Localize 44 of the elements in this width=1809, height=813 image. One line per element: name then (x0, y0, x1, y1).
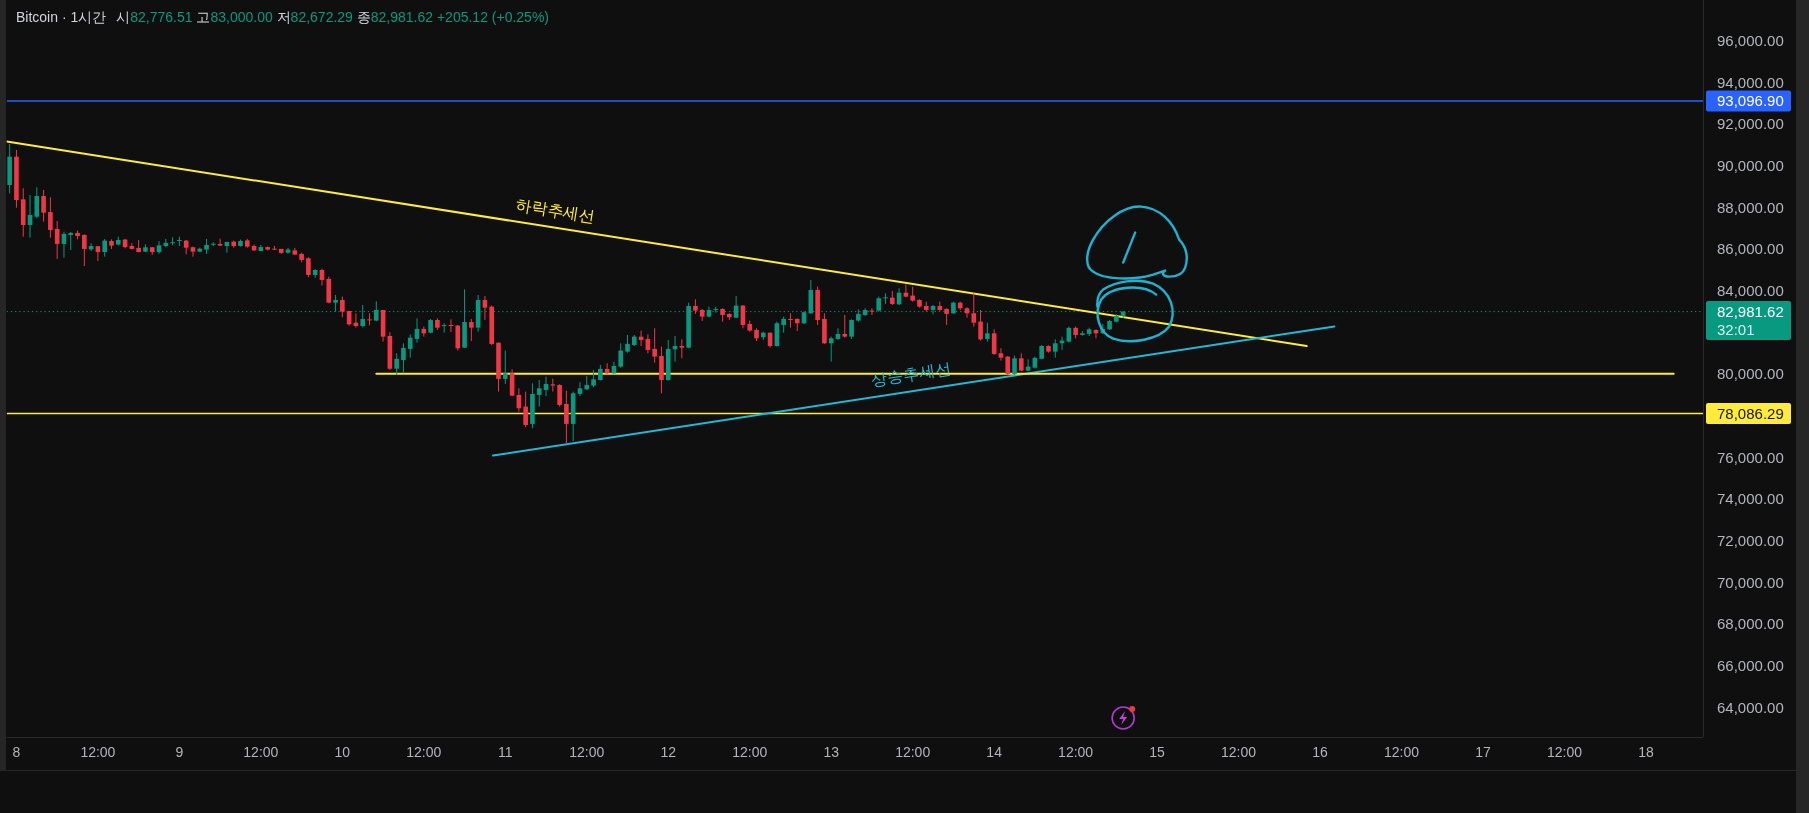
x-tick-label: 10 (334, 744, 351, 760)
x-tick-label: 12:00 (1384, 744, 1420, 760)
y-tick-label: 84,000.00 (1717, 281, 1784, 299)
x-tick-label: 12:00 (732, 744, 768, 760)
x-tick-label: 17 (1475, 744, 1492, 760)
y-tick-label: 72,000.00 (1717, 531, 1784, 549)
x-tick-label: 12:00 (243, 744, 279, 760)
y-tick-label: 64,000.00 (1717, 698, 1784, 716)
x-tick-label: 12:00 (1221, 744, 1257, 760)
x-tick-label: 12:00 (895, 744, 931, 760)
text: 시82,776.51 고83,000.00 저82,672.29 종82,981.62 +205.12 (+0.25%) (116, 9, 550, 25)
y-tick-label: 90,000.00 (1717, 156, 1784, 174)
y-tick-label: 96,000.00 (1717, 31, 1784, 49)
y-tick-label: 86,000.00 (1717, 240, 1784, 258)
y-tick-label: 94,000.00 (1717, 73, 1784, 91)
x-tick-label: 8 (12, 744, 21, 760)
y-tick-label: 80,000.00 (1717, 365, 1784, 383)
ref-line-label: 78,086.29 (1717, 405, 1784, 423)
x-tick-label: 12:00 (1058, 744, 1094, 760)
y-tick-label: 76,000.00 (1717, 448, 1784, 466)
x-tick-label: 12:00 (80, 744, 116, 760)
text: 32:01 (1717, 321, 1755, 339)
x-tick-label: 13 (823, 744, 840, 760)
y-tick-label: 70,000.00 (1717, 573, 1784, 591)
y-tick-label: 66,000.00 (1717, 656, 1784, 674)
x-tick-label: 18 (1638, 744, 1654, 760)
y-tick-label: 68,000.00 (1717, 615, 1784, 633)
x-tick-label: 15 (1149, 744, 1166, 760)
text: 상승추세선 (870, 359, 952, 389)
y-tick-label: 88,000.00 (1717, 198, 1784, 216)
x-tick-label: 9 (175, 744, 184, 760)
y-tick-label: 92,000.00 (1717, 115, 1784, 133)
ref-line-label: 82,981.62 (1717, 303, 1784, 321)
text: 하락추세선 (514, 195, 597, 226)
x-tick-label: 12 (660, 744, 677, 760)
x-tick-label: 11 (498, 744, 513, 760)
x-tick-label: 14 (986, 744, 1003, 760)
x-tick-label: 12:00 (569, 744, 605, 760)
y-tick-label: 74,000.00 (1717, 490, 1784, 508)
ref-line-label: 93,096.90 (1717, 92, 1784, 110)
text: Bitcoin · 1시간 (16, 9, 107, 25)
x-tick-label: 12:00 (406, 744, 442, 760)
x-tick-label: 16 (1312, 744, 1329, 760)
x-tick-label: 12:00 (1546, 744, 1583, 760)
